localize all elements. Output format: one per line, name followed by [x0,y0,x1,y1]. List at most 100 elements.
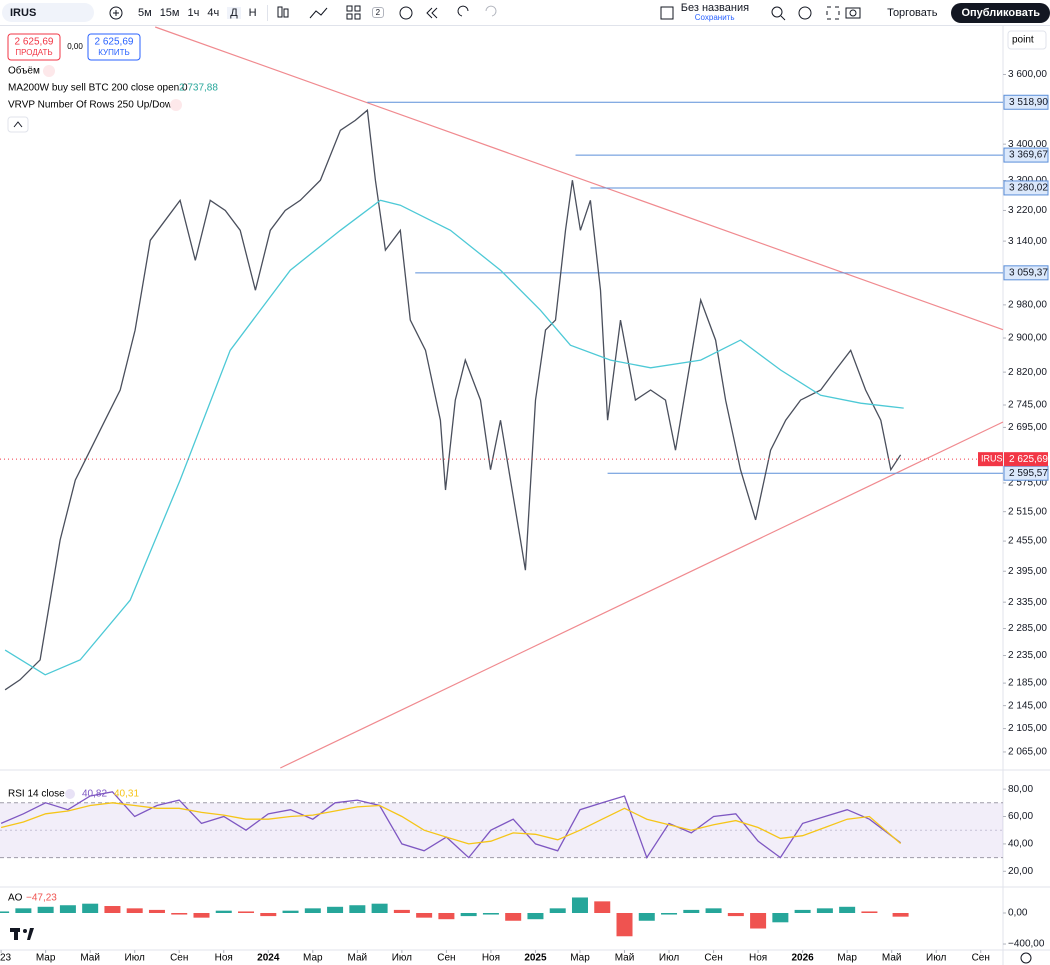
ao-bar [705,908,722,913]
trendline [154,26,1004,331]
buy-button[interactable] [87,33,141,61]
ao-bar [683,909,700,913]
sell-label: ПРОДАТЬ [15,48,52,57]
interval[interactable]: 4ч [207,6,220,19]
y-tick-label: 2 145,00 [1008,700,1047,711]
chart-type-icons [277,6,328,18]
layout-count[interactable]: 2 [371,7,385,18]
pane-legend-value: 40,82 [82,789,107,800]
settings-icon[interactable] [1020,952,1032,964]
sell-button[interactable] [7,33,61,61]
ao-bar [527,912,544,920]
y-tick-label: 3 400,00 [1008,139,1047,150]
y-tick-label: 2 105,00 [1008,723,1047,734]
y-tick-label: 2 065,00 [1008,747,1047,758]
y-tick-label: 2 575,00 [1008,478,1047,489]
symbol: IRUS [10,6,37,19]
layout-title: Без названия [680,1,750,14]
pane-icon [65,789,75,799]
ao-bar [59,905,76,913]
x-tick-label: Мар [837,953,857,964]
toolbar-icons [109,6,123,19]
layout-status: Сохранить [694,12,735,22]
layout-name[interactable]: Без названия Сохранить [680,1,750,23]
ao-bar [794,909,811,913]
ao-bar [839,906,856,913]
ao-bar [594,901,611,913]
ao-bar [460,912,477,917]
ao-bar [727,912,744,917]
series-line [4,108,902,691]
warning-icon [170,99,182,111]
y-tick-label: 2 455,00 [1008,536,1047,547]
x-tick-label: Мар [303,953,323,964]
interval[interactable]: 15м [159,6,180,19]
ao-bar [393,909,410,913]
ao-bar [371,903,388,913]
y-tick-label: 3 220,00 [1008,205,1047,216]
y-tick-label: 2 745,00 [1008,400,1047,411]
ao-bar [148,909,165,913]
ao-bar [438,912,455,920]
y-tick-label: 2 820,00 [1008,367,1047,378]
order-panel: 2 625,69 ПРОДАТЬ 0,00 2 625,69 КУПИТЬ [7,33,141,61]
layout-icon [660,6,674,19]
price-level-tag [1003,147,1049,163]
y-tick-label: 40,00 [1008,839,1033,850]
legend-vrvp: VRVP Number Of Rows 250 Up/Down [8,100,178,111]
publish-button[interactable]: Опубликовать [951,2,1050,23]
logo [10,928,34,940]
y-tick-label: 3 140,00 [1008,236,1047,247]
y-tick-label: 2 285,00 [1008,623,1047,634]
x-tick-label: Май [615,953,635,964]
x-tick-label: Сен [972,953,990,964]
pane-title: AO [8,893,23,904]
ao-bar [816,908,833,913]
collapse-legend[interactable] [7,116,29,133]
y-tick-label: 20,00 [1008,866,1033,877]
ao-bar [193,912,210,918]
x-tick-label: Сен [437,953,455,964]
legend-volume: Объём [8,65,40,77]
ao-bar [15,908,32,913]
interval[interactable]: 5м [138,6,152,19]
trendline [280,421,1004,769]
symbol-tag [978,452,1003,467]
trade-button[interactable]: Торговать [887,6,938,19]
layout-icon[interactable] [344,3,364,23]
ao-bar [0,911,10,913]
y-tick-label: 2 515,00 [1008,506,1047,517]
x-tick-label: Ноя [482,953,500,964]
x-tick-label: Сен [170,953,188,964]
y-tick-label: 0,00 [1008,908,1028,919]
collapse-icon [13,121,23,128]
pane-legend-value: −47,23 [26,893,57,904]
x-tick-label: Май [80,953,100,964]
ao-bar [238,911,255,913]
interval[interactable]: 1ч [187,6,200,19]
x-tick-label: Сен [704,953,722,964]
price-level-tag [1003,94,1049,110]
ao-bar [861,911,878,913]
ao-bar [892,912,909,917]
ao-bar [571,897,588,913]
ao-bar [37,906,54,913]
symbol-tag-label: IRUS [981,454,1003,464]
interval-active[interactable]: Д [227,6,241,19]
ao-bar [349,905,366,913]
ao-bar [772,912,789,923]
y-tick-label: 80,00 [1008,784,1033,795]
x-tick-label: Июл [392,953,412,964]
ao-bar [416,912,433,918]
price-level-label: 3 518,90 [1009,97,1048,108]
scale-mode-box[interactable] [1007,30,1047,50]
x-tick-label: Май [348,953,368,964]
ao-bar [505,912,522,921]
interval[interactable]: Н [248,6,257,19]
symbol-search[interactable]: IRUS [2,3,94,22]
ao-bar [482,912,499,915]
ao-bar [661,912,678,915]
ao-bar [750,912,767,929]
x-tick-label: Мар [570,953,590,964]
